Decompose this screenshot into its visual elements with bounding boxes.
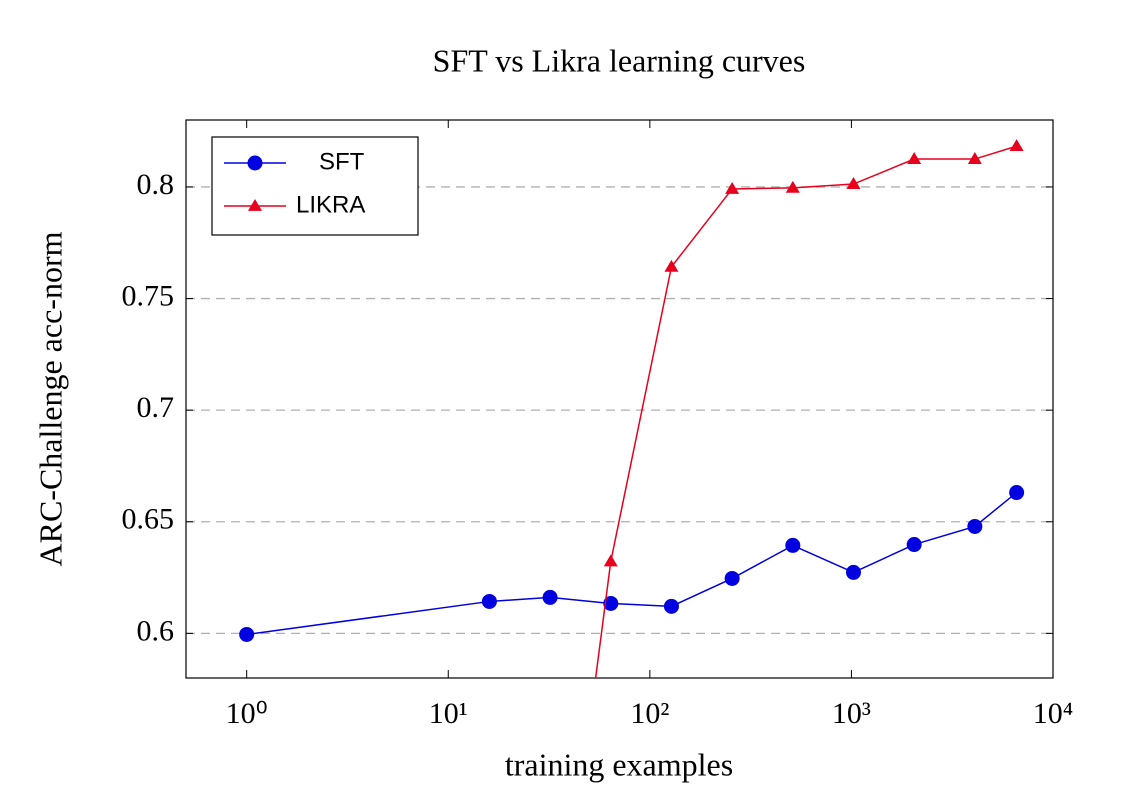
x-axis-label: training examples: [505, 746, 733, 782]
x-tick-label: 10⁴: [1033, 697, 1073, 730]
series-line: [594, 145, 1017, 678]
series-line: [246, 491, 1018, 636]
triangle-marker: [907, 152, 922, 164]
circle-marker: [542, 589, 558, 605]
y-axis-label: ARC-Challenge acc-norm: [32, 231, 68, 566]
triangle-marker: [603, 554, 618, 567]
y-tick-label: 0.6: [137, 614, 175, 647]
circle-marker: [785, 537, 801, 553]
circle-marker: [724, 570, 740, 586]
legend-label: LIKRA: [296, 191, 365, 218]
y-tick-label: 0.7: [137, 391, 175, 424]
triangle-marker: [846, 177, 861, 189]
circle-marker: [845, 564, 861, 580]
circle-marker: [247, 155, 263, 171]
plot-area: [239, 139, 1025, 678]
circle-marker: [663, 598, 679, 614]
circle-marker: [239, 626, 255, 642]
triangle-marker: [664, 259, 679, 272]
triangle-marker: [725, 181, 740, 194]
legend-label: SFT: [319, 148, 365, 175]
y-tick-label: 0.75: [122, 279, 175, 312]
x-tick-label: 10²: [630, 697, 669, 730]
x-tick-label: 10¹: [429, 697, 468, 730]
legend-box: [211, 136, 419, 236]
x-tick-label: 10⁰: [226, 697, 268, 730]
circle-marker: [967, 518, 983, 534]
circle-marker: [603, 595, 619, 611]
triangle-marker: [785, 180, 800, 193]
triangle-marker: [1009, 139, 1024, 152]
triangle-marker: [967, 152, 982, 164]
circle-marker: [906, 537, 922, 553]
circle-marker: [481, 593, 497, 609]
triangle-marker: [248, 199, 262, 211]
y-tick-label: 0.65: [122, 503, 175, 536]
x-tick-label: 10³: [832, 697, 871, 730]
plot-frame: [185, 119, 1054, 679]
chart-title: SFT vs Likra learning curves: [433, 42, 806, 78]
y-tick-label: 0.8: [137, 168, 175, 201]
circle-marker: [1009, 485, 1025, 501]
